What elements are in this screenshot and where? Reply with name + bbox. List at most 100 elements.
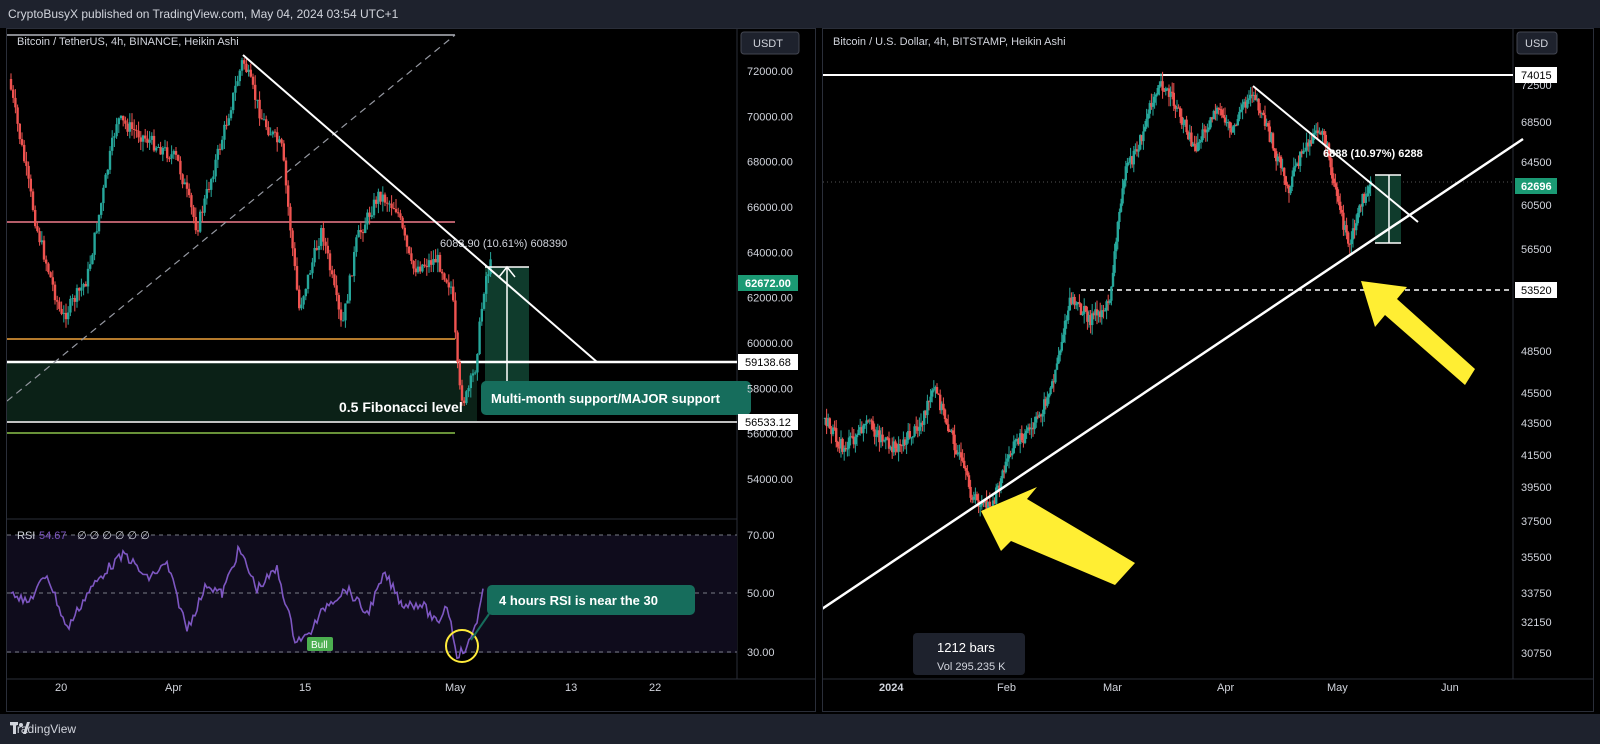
candle-body xyxy=(172,151,175,155)
candle-body xyxy=(223,124,226,140)
candle-body xyxy=(995,487,998,504)
candle-body xyxy=(953,434,956,451)
candle-body xyxy=(919,422,923,427)
candle-body xyxy=(36,226,39,232)
candle-body xyxy=(353,251,356,276)
right-currency-button[interactable] xyxy=(1516,31,1558,55)
candle-body xyxy=(974,494,977,497)
candle-body xyxy=(282,143,285,161)
candle-body xyxy=(1201,129,1204,141)
candle-body xyxy=(975,494,979,501)
candle-body xyxy=(1252,94,1255,96)
candle-body xyxy=(835,428,838,442)
candle-body xyxy=(1332,178,1335,184)
candle-body xyxy=(903,439,907,445)
candle-body xyxy=(1299,151,1302,167)
candle-body xyxy=(124,120,127,124)
candle-body xyxy=(423,264,426,266)
candle-body xyxy=(1161,81,1164,91)
candle-body xyxy=(152,135,156,151)
candle-body xyxy=(1342,212,1345,230)
price-tick: 30750 xyxy=(1521,648,1552,660)
candle-body xyxy=(1284,176,1287,185)
candle-body xyxy=(1310,140,1313,144)
candle-body xyxy=(1102,310,1105,312)
candle-body xyxy=(49,272,52,278)
candle-body xyxy=(386,202,389,204)
candle-body xyxy=(1124,166,1127,181)
candle-body xyxy=(1139,135,1142,150)
candle-body xyxy=(280,139,283,144)
candle-body xyxy=(947,424,950,431)
candle-body xyxy=(67,312,70,320)
candle-body xyxy=(1065,320,1068,322)
candle-body xyxy=(1321,131,1324,135)
candle-body xyxy=(467,388,470,392)
candle-body xyxy=(1089,315,1092,326)
candle-body xyxy=(1249,94,1252,99)
candle-body xyxy=(1038,414,1041,417)
measure-arrow-icon xyxy=(498,265,516,278)
candle-body xyxy=(1244,101,1247,108)
candle-body xyxy=(1254,94,1257,101)
candle-body xyxy=(1172,92,1175,106)
candle-body xyxy=(935,387,939,394)
candle-body xyxy=(1175,107,1179,109)
candle-body xyxy=(825,417,828,427)
candle-body xyxy=(163,147,167,149)
candle-body xyxy=(1348,243,1351,245)
candle-body xyxy=(40,240,43,243)
candle-body xyxy=(1209,117,1212,128)
candle-body xyxy=(1363,194,1366,203)
candle-body xyxy=(344,303,347,321)
candle-body xyxy=(458,362,461,386)
candle-body xyxy=(375,199,378,204)
time-tick-22: 22 xyxy=(649,682,661,694)
candle-body xyxy=(447,282,450,288)
left-chart-panel[interactable]: 6083.90 (10.61%) 608390 0.5 Fibonacci le… xyxy=(6,28,816,712)
right-price-axis: 7250068500645006050056500525004850045500… xyxy=(1521,80,1552,660)
candle-body xyxy=(1225,122,1228,124)
candle-body xyxy=(128,122,131,132)
candle-body xyxy=(379,191,382,202)
candle-body xyxy=(342,320,345,322)
candle-body xyxy=(839,438,843,449)
rsi-circle-highlight xyxy=(445,629,479,663)
candle-body xyxy=(1091,313,1094,326)
candle-body xyxy=(966,470,969,476)
candle-body xyxy=(907,431,910,441)
candle-body xyxy=(1148,103,1151,114)
tradingview-logo[interactable]: TradingView xyxy=(10,722,76,736)
ascending-trendline xyxy=(823,137,1524,610)
candle-body xyxy=(916,427,919,431)
left-chart-svg[interactable]: 6083.90 (10.61%) 608390 0.5 Fibonacci le… xyxy=(7,29,815,711)
candle-body xyxy=(891,446,894,453)
candle-body xyxy=(93,232,96,255)
candle-body xyxy=(1156,87,1159,95)
candle-body xyxy=(234,85,237,93)
candle-body xyxy=(1001,470,1004,479)
candle-body xyxy=(910,437,913,439)
candle-body xyxy=(1129,156,1132,163)
candle-body xyxy=(203,198,206,213)
candle-body xyxy=(1316,130,1319,134)
candle-body xyxy=(831,427,835,435)
level-2-badge xyxy=(738,414,798,430)
candle-body xyxy=(1260,112,1263,114)
candle-body xyxy=(71,298,74,300)
candle-body xyxy=(207,188,211,190)
candle-body xyxy=(1059,350,1062,356)
right-chart-panel[interactable]: 6888 (10.97%) 6288 Bitcoin / U.S. Dollar… xyxy=(822,28,1594,712)
candle-body xyxy=(221,139,224,150)
rsi-line xyxy=(10,544,484,660)
candle-body xyxy=(181,174,184,185)
right-measure-label: 6888 (10.97%) 6288 xyxy=(1323,148,1423,160)
price-tick: 45500 xyxy=(1521,388,1552,400)
candle-body xyxy=(227,118,230,126)
candle-body xyxy=(865,420,868,424)
candle-body xyxy=(1110,286,1113,301)
right-chart-svg[interactable]: 6888 (10.97%) 6288 Bitcoin / U.S. Dollar… xyxy=(823,29,1593,711)
candle-body xyxy=(1196,142,1199,152)
candle-body xyxy=(1118,211,1121,222)
currency-button[interactable] xyxy=(740,31,800,55)
